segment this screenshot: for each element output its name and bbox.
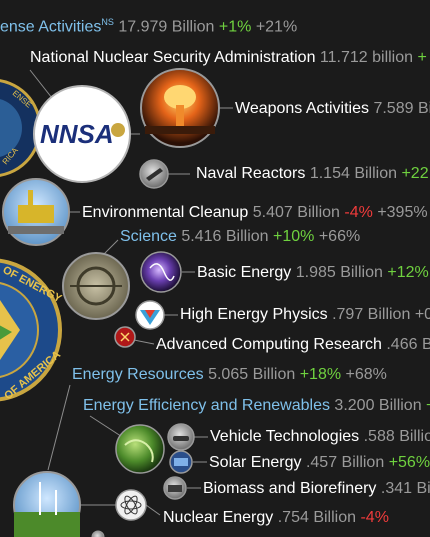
- advanced-computing-label: Advanced Computing Research .466 Bill: [156, 336, 430, 353]
- cleanup-machinery-icon: [2, 178, 70, 246]
- solar-panel-icon: [169, 450, 193, 474]
- vehicle-icon: [167, 423, 195, 451]
- weapons-activities-label: Weapons Activities 7.589 Bi: [235, 100, 430, 117]
- atom-icon: [115, 489, 147, 521]
- nnsa-logo-icon: [33, 85, 131, 183]
- computing-icon: [114, 326, 136, 348]
- solar-energy-label: Solar Energy .457 Billion +56%: [209, 454, 430, 471]
- biomass-label: Biomass and Biorefinery .341 Bil: [203, 480, 430, 497]
- vehicle-technologies-label: Vehicle Technologies .588 Billio: [210, 428, 430, 445]
- naval-reactors-label: Naval Reactors 1.154 Billion +22: [196, 165, 429, 182]
- energy-efficiency-label: Energy Efficiency and Renewables 3.200 B…: [83, 397, 430, 414]
- explosion-icon: [140, 68, 220, 148]
- nuclear-energy-label: Nuclear Energy .754 Billion -4%: [163, 509, 389, 526]
- science-label: Science 5.416 Billion +10% +66%: [120, 228, 361, 245]
- defense-activities-label: ense ActivitiesNS 17.979 Billion +1% +21…: [0, 17, 298, 36]
- energy-resources-label: Energy Resources 5.065 Billion +18% +68%: [72, 366, 387, 383]
- basic-energy-label: Basic Energy 1.985 Billion +12%: [197, 264, 429, 281]
- globe-icon: [115, 424, 165, 474]
- science-satellite-icon: [62, 252, 130, 320]
- plasma-icon: [140, 251, 182, 293]
- high-energy-physics-label: High Energy Physics .797 Billion +0: [180, 306, 430, 323]
- partial-node-icon: [91, 530, 105, 537]
- biomass-icon: [163, 476, 187, 500]
- doe-seal-icon: [0, 258, 62, 402]
- submarine-icon: [139, 159, 169, 189]
- nnsa-label: National Nuclear Security Administration…: [30, 49, 427, 66]
- wind-turbine-icon: [13, 471, 81, 537]
- physics-logo-icon: [135, 300, 165, 330]
- environmental-cleanup-label: Environmental Cleanup 5.407 Billion -4% …: [82, 204, 428, 221]
- nnsa-logo-text: NNSA: [40, 119, 114, 149]
